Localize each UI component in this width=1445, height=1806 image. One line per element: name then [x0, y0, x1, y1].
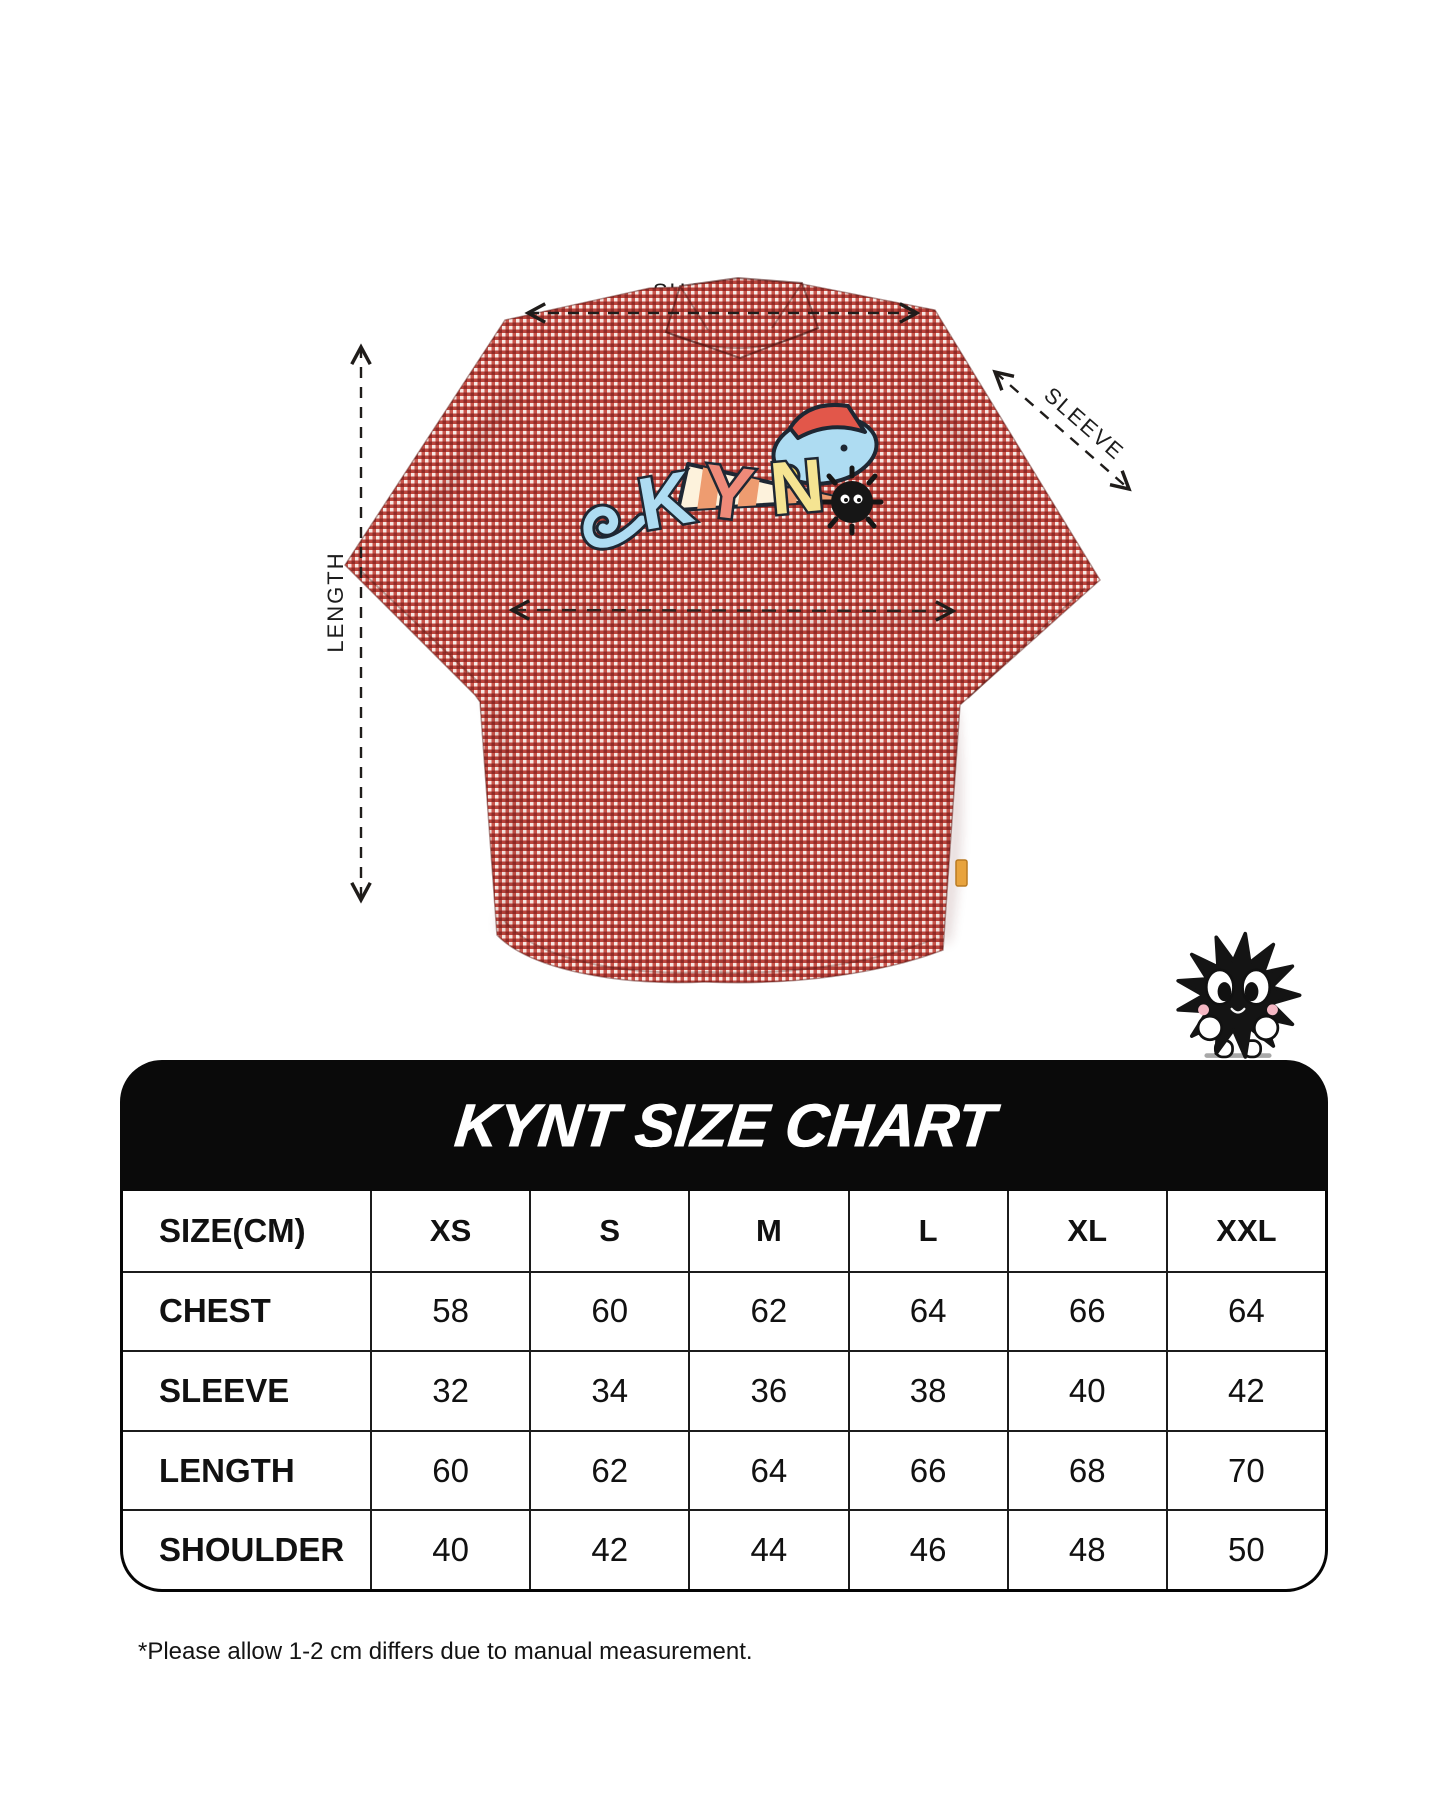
logo-tail [583, 506, 647, 548]
shirt-body [344, 283, 1101, 984]
fabric-folds [405, 377, 1055, 943]
mascot-left-cheek [1198, 1004, 1209, 1016]
size-header-xxl: XXL [1165, 1191, 1325, 1271]
length-xs: 60 [370, 1429, 530, 1510]
sleeve-m: 36 [688, 1350, 848, 1430]
chest-xxl: 64 [1165, 1270, 1325, 1351]
box-pleat [720, 619, 751, 976]
size-chart-table: SIZE(CM) XS S M L XL XXL CHEST 58 60 62 … [120, 1191, 1328, 1592]
mascot-smile [1230, 1007, 1246, 1014]
row-label-length: LENGTH [123, 1429, 370, 1510]
size-chart-header: KYNT SIZE CHART [120, 1060, 1328, 1191]
sleeve-l: 38 [847, 1350, 1007, 1430]
shoulder-l: 46 [847, 1509, 1007, 1589]
chest-m: 62 [688, 1270, 848, 1351]
length-xl: 68 [1006, 1429, 1166, 1510]
chest-l: 64 [847, 1270, 1007, 1351]
table-corner-header: SIZE(CM) [159, 1211, 306, 1249]
spiky-mascot-graphic [1176, 931, 1302, 1059]
length-m: 64 [688, 1429, 848, 1510]
sleeve-arrow [992, 369, 1132, 492]
chest-s: 60 [529, 1270, 689, 1351]
size-chart-title: KYNT SIZE CHART [450, 1091, 998, 1160]
shoulder-xl: 48 [1006, 1509, 1166, 1589]
shoulder-s: 42 [529, 1509, 689, 1589]
logo-spiky-ball [820, 465, 884, 536]
sleeve-xl: 40 [1006, 1350, 1166, 1430]
logo-red-cap [788, 403, 867, 440]
size-header-xs: XS [370, 1191, 529, 1271]
side-seam-tag [955, 859, 968, 887]
row-label-sleeve: SLEEVE [123, 1350, 370, 1430]
hem-stitch [503, 919, 937, 974]
row-label-shoulder: SHOULDER [123, 1509, 370, 1589]
size-header-s: S [529, 1191, 688, 1271]
sleeve-xxl: 42 [1165, 1350, 1325, 1430]
mascot-left-hand [1196, 1014, 1224, 1042]
size-header-l: L [847, 1191, 1007, 1271]
shoulder-m: 44 [688, 1509, 848, 1589]
left-cuff-seam [359, 569, 479, 683]
mascot-right-cheek [1267, 1004, 1278, 1016]
sleeve-s: 34 [529, 1350, 689, 1430]
shoulder-xs: 40 [370, 1509, 530, 1589]
length-l: 66 [847, 1429, 1007, 1510]
logo-charm [775, 463, 801, 489]
row-label-chest: CHEST [123, 1270, 370, 1351]
measurement-footnote: *Please allow 1-2 cm differs due to manu… [138, 1638, 753, 1665]
mascot-right-hand [1252, 1014, 1280, 1042]
logo-letter-n: N [767, 443, 827, 530]
size-header-m: M [688, 1191, 847, 1271]
length-s: 62 [529, 1429, 689, 1510]
chest-arrow [508, 599, 957, 622]
right-cuff-seam [967, 587, 1086, 699]
mascot-shadow [1204, 1053, 1272, 1058]
mascot-spiky-body [1176, 931, 1302, 1059]
shoulder-xxl: 50 [1165, 1509, 1325, 1589]
sleeve-xs: 32 [370, 1350, 530, 1430]
logo-letter-y: Y [699, 448, 758, 536]
chest-xs: 58 [370, 1270, 530, 1351]
shirt-back-photo: K Y N [344, 276, 1101, 984]
chest-xl: 66 [1006, 1270, 1166, 1351]
length-xxl: 70 [1165, 1429, 1325, 1510]
size-header-xl: XL [1006, 1191, 1166, 1271]
